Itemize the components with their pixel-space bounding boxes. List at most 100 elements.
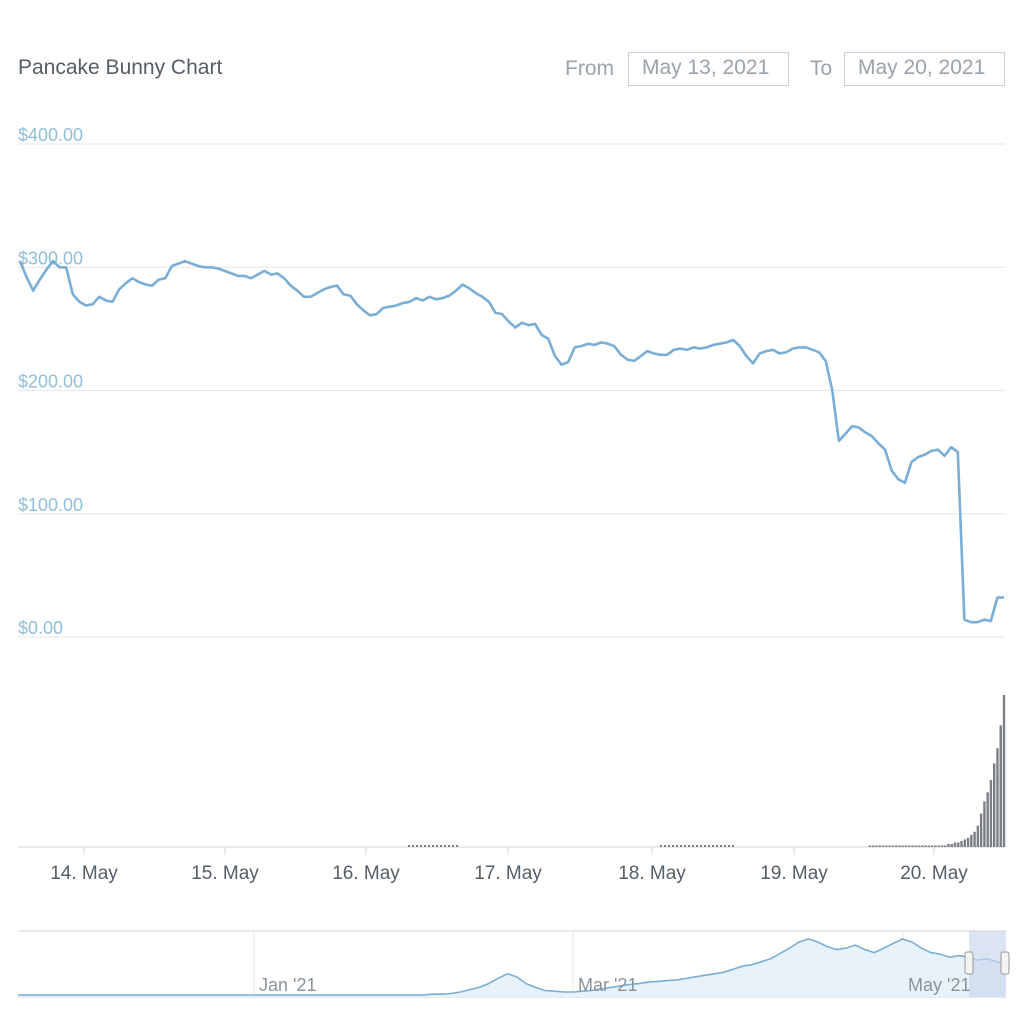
volume-bar	[668, 845, 670, 847]
volume-bar	[914, 845, 917, 847]
volume-bar	[904, 845, 908, 847]
volume-bar	[684, 845, 686, 847]
volume-bar	[999, 725, 1002, 847]
volume-bar	[408, 845, 410, 847]
navigator-tick-label: Jan '21	[259, 975, 316, 995]
volume-bar	[934, 845, 937, 847]
volume-bar	[1002, 695, 1006, 847]
volume-bar	[692, 845, 694, 847]
y-tick-label: $100.00	[18, 495, 83, 515]
navigator-handle[interactable]	[964, 951, 974, 975]
navigator-selection-window	[969, 931, 1006, 997]
to-date-input[interactable]: May 20, 2021	[844, 52, 1005, 86]
y-tick-label: $200.00	[18, 372, 83, 392]
navigator-tick-label: May '21	[908, 975, 970, 995]
volume-bar	[881, 845, 885, 847]
navigator-area	[18, 939, 1006, 997]
volume-bar	[937, 845, 940, 847]
volume-bar	[436, 845, 438, 847]
volume-bar	[704, 845, 706, 847]
volume-bar	[664, 845, 666, 847]
volume-bar	[976, 825, 980, 847]
volume-bar	[989, 780, 993, 847]
volume-bar	[986, 792, 989, 847]
x-axis: 14. May 15. May 16. May 17. May 18. May 19. M…	[50, 847, 968, 884]
x-tick-label: 16. May	[332, 863, 400, 884]
volume-bar	[875, 845, 878, 847]
y-tick-label: $0.00	[18, 618, 63, 638]
volume-bar	[712, 845, 714, 847]
volume-bar	[930, 845, 934, 847]
volume-bar	[924, 845, 927, 847]
volume-bar	[420, 845, 422, 847]
volume-bar	[728, 845, 730, 847]
volume-bar	[996, 748, 999, 847]
volume-bar	[700, 845, 702, 847]
volume-bar	[720, 845, 722, 847]
x-tick-label: 15. May	[191, 863, 259, 884]
volume-series	[18, 695, 1006, 848]
price-series	[18, 259, 1004, 624]
x-tick-label: 18. May	[618, 863, 686, 884]
volume-bar	[908, 845, 911, 847]
volume-bar	[428, 845, 430, 847]
volume-bar	[412, 845, 414, 847]
volume-bar	[966, 837, 970, 847]
volume-bar	[891, 845, 895, 847]
volume-bar	[947, 843, 950, 847]
volume-bar	[878, 845, 882, 847]
chart-title: Pancake Bunny Chart	[18, 56, 223, 79]
x-tick-label: 14. May	[50, 863, 118, 884]
volume-bar	[868, 845, 872, 847]
volume-bar	[940, 845, 944, 847]
volume-bar	[724, 845, 726, 847]
volume-bar	[688, 845, 690, 847]
navigator-tick-label: Mar '21	[578, 975, 637, 995]
volume-bar	[716, 845, 718, 847]
volume-bar	[943, 845, 947, 847]
from-date-input[interactable]: May 13, 2021	[628, 52, 789, 86]
volume-bar	[885, 845, 888, 847]
x-tick-label: 20. May	[900, 863, 968, 884]
volume-bar	[901, 845, 904, 847]
volume-bar	[970, 834, 973, 847]
volume-bar	[963, 839, 966, 847]
navigator-handle[interactable]	[1000, 951, 1010, 975]
volume-bar	[917, 845, 921, 847]
volume-bar	[983, 801, 986, 847]
volume-bar	[960, 840, 963, 847]
volume-bar	[424, 845, 426, 847]
price-line	[18, 259, 1004, 624]
y-tick-label: $300.00	[18, 248, 83, 268]
volume-bar	[708, 845, 710, 847]
volume-bar	[680, 845, 682, 847]
volume-bar	[440, 845, 442, 847]
volume-bar	[432, 845, 434, 847]
volume-bar	[872, 845, 875, 847]
volume-bar	[973, 831, 976, 847]
y-tick-label: $400.00	[18, 125, 83, 145]
volume-bar	[957, 842, 960, 847]
volume-bar	[927, 845, 931, 847]
volume-bar	[672, 845, 674, 847]
navigator-line	[18, 938, 1007, 996]
volume-bar	[950, 843, 953, 847]
to-label: To	[810, 57, 833, 80]
volume-bar	[911, 845, 914, 847]
from-label: From	[565, 57, 614, 80]
grid-lines	[18, 143, 1005, 638]
volume-bar	[888, 845, 891, 847]
volume-bar	[898, 845, 901, 847]
volume-bar	[732, 845, 734, 847]
volume-bar	[953, 842, 957, 847]
volume-bar	[448, 845, 450, 847]
navigator[interactable]: Jan '21 Mar '21 May '21	[18, 930, 1010, 998]
volume-bar	[456, 845, 458, 847]
volume-bar	[979, 813, 983, 847]
x-tick-label: 17. May	[474, 863, 542, 884]
volume-bar	[894, 845, 898, 847]
y-axis-labels: $0.00 $100.00 $200.00 $300.00 $400.00	[18, 125, 83, 638]
volume-bar	[696, 845, 698, 847]
volume-bar	[660, 845, 662, 847]
